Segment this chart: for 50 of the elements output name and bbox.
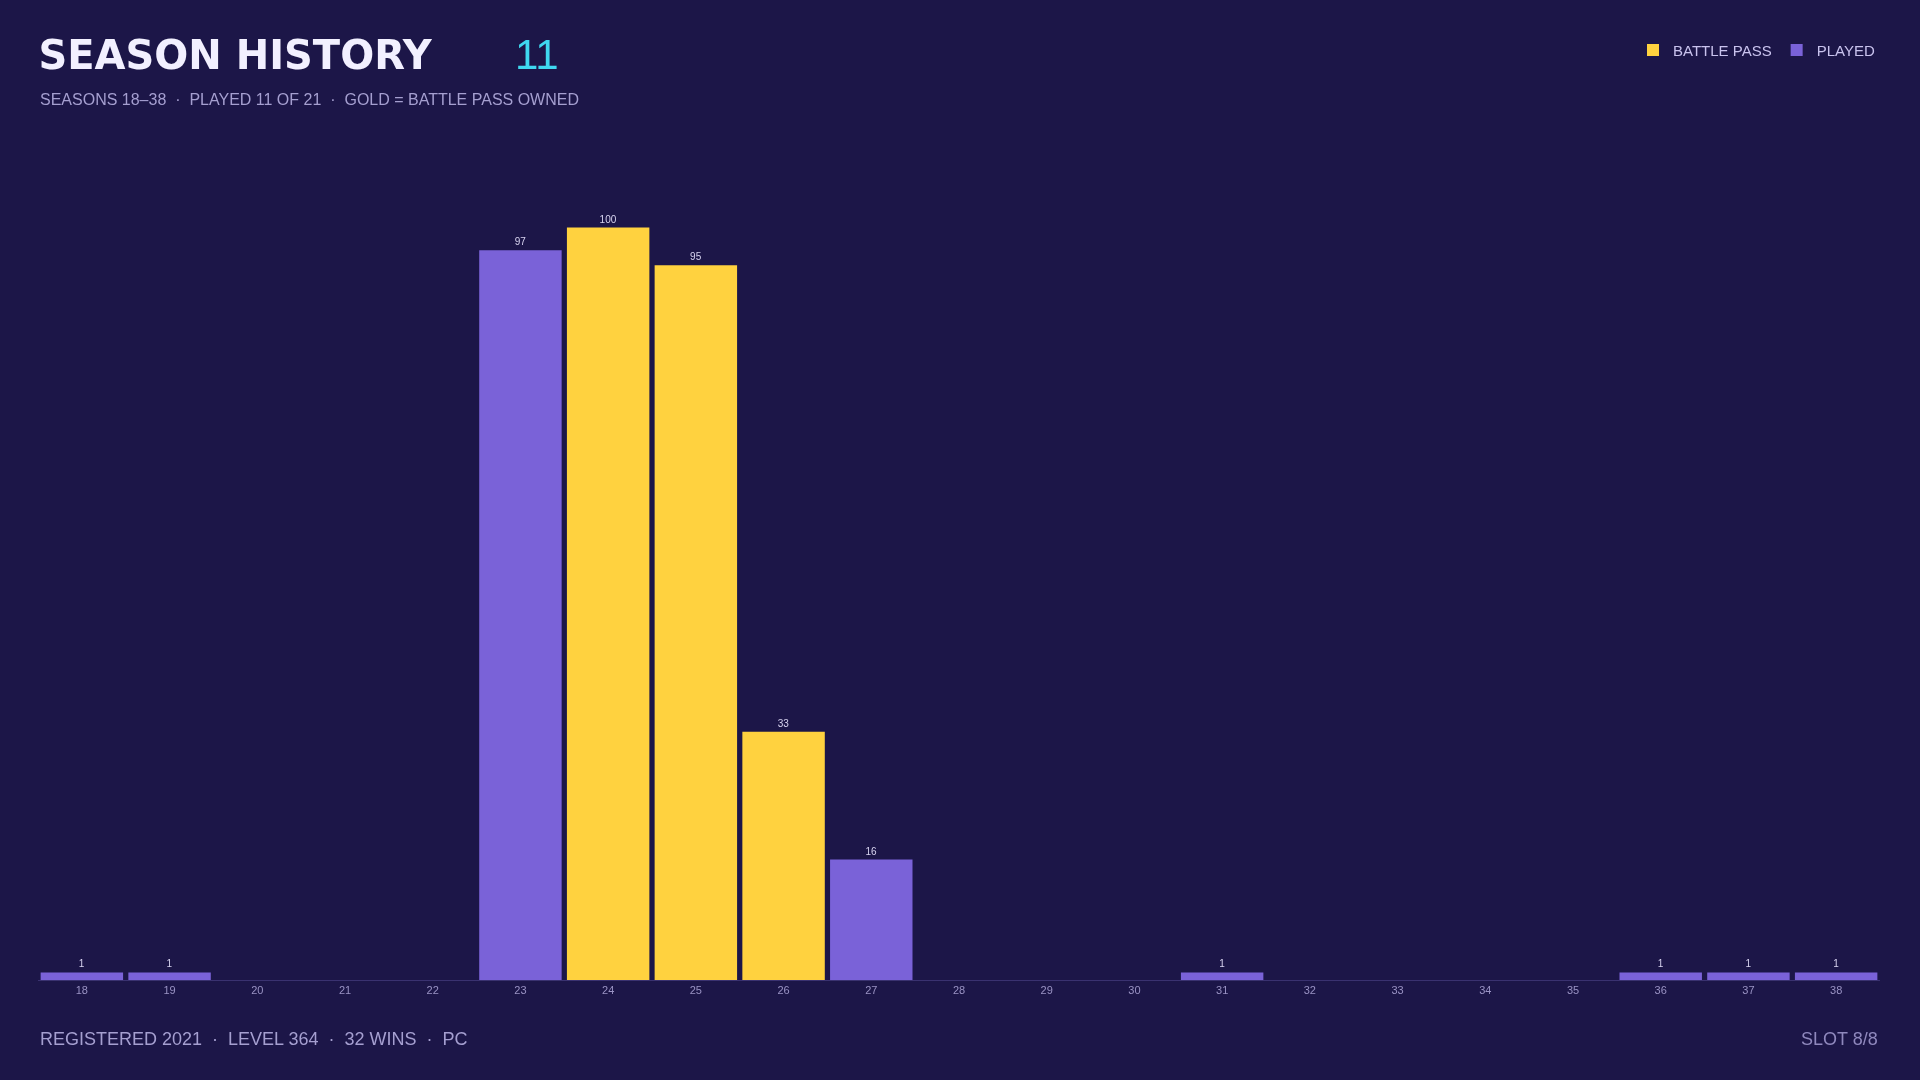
bar xyxy=(830,859,913,980)
data-label: 100 xyxy=(599,213,617,225)
x-tick-label: 36 xyxy=(1654,984,1667,997)
x-tick-label: 23 xyxy=(514,984,527,997)
x-tick-label: 37 xyxy=(1742,984,1755,997)
bar xyxy=(1707,972,1790,980)
x-tick-label: 33 xyxy=(1391,984,1404,997)
bar xyxy=(1619,972,1702,980)
data-label: 16 xyxy=(865,845,878,857)
x-tick-label: 29 xyxy=(1040,984,1053,997)
legend-label: BATTLE PASS xyxy=(1673,41,1772,59)
data-label: 1 xyxy=(1657,958,1664,970)
x-tick-label: 35 xyxy=(1566,984,1580,997)
bar xyxy=(128,972,211,980)
data-label: 33 xyxy=(777,717,790,729)
legend-label: PLAYED xyxy=(1816,41,1875,59)
x-tick-label: 19 xyxy=(163,984,176,997)
text: REGISTERED 2021 · LEVEL 364 · 32 WINS · PC xyxy=(40,1029,468,1049)
data-label: 1 xyxy=(1833,958,1840,970)
data-label: 97 xyxy=(514,236,527,248)
bar xyxy=(40,972,124,980)
x-tick-label: 25 xyxy=(689,984,702,997)
bar xyxy=(479,250,562,980)
x-tick-label: 24 xyxy=(602,984,615,997)
bar xyxy=(566,227,650,980)
x-tick-label: 28 xyxy=(952,984,966,997)
chart-title: SEASON HISTORY xyxy=(38,32,433,79)
x-tick-label: 20 xyxy=(251,984,264,997)
x-tick-label: 30 xyxy=(1128,984,1141,997)
text: SLOT 8/8 xyxy=(1801,1029,1878,1049)
data-label: 95 xyxy=(690,251,702,263)
data-label: 1 xyxy=(1219,958,1226,970)
bar xyxy=(654,265,738,980)
text: 11 xyxy=(515,31,559,78)
bar xyxy=(742,731,825,980)
x-tick-label: 18 xyxy=(75,984,88,997)
data-label: 1 xyxy=(78,958,85,970)
x-tick-label: 31 xyxy=(1216,984,1229,997)
bar xyxy=(1794,972,1878,980)
data-label: 1 xyxy=(166,958,173,970)
x-tick-label: 22 xyxy=(426,984,439,997)
data-label: 1 xyxy=(1745,958,1752,970)
x-tick-label: 34 xyxy=(1479,984,1492,997)
x-tick-label: 32 xyxy=(1303,984,1316,997)
bar xyxy=(1180,972,1264,980)
x-tick-label: 27 xyxy=(865,984,878,997)
x-tick-label: 38 xyxy=(1830,984,1843,997)
x-tick-label: 21 xyxy=(338,984,352,997)
chart-subtitle: SEASONS 18–38 · PLAYED 11 OF 21 · GOLD = BATTLE PASS OWNED xyxy=(40,91,579,108)
x-tick-label: 26 xyxy=(777,984,790,997)
